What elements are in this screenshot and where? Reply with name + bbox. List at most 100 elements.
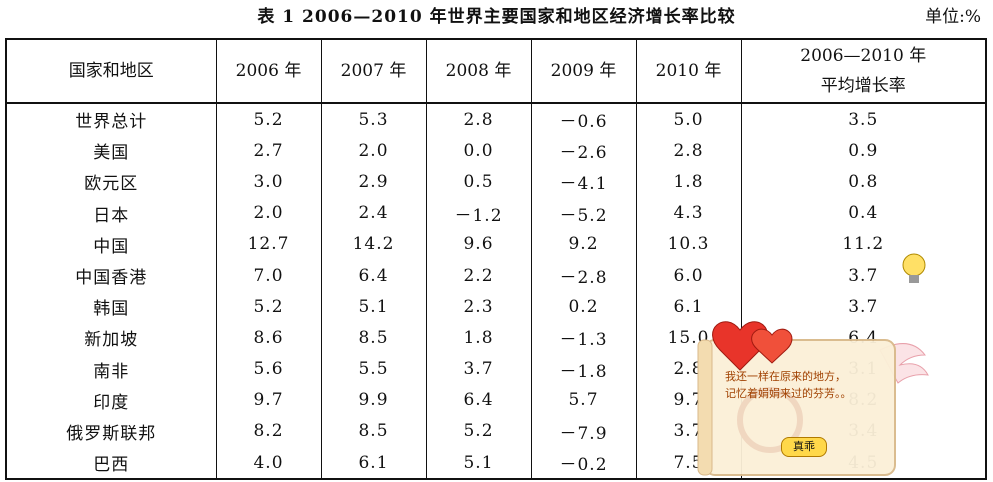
cell: －2.6 <box>530 135 636 167</box>
row-label: 印度 <box>5 384 216 416</box>
cell: 2.0 <box>215 197 321 229</box>
cell: 2.7 <box>215 135 321 167</box>
table-title: 表 1 2006—2010 年世界主要国家和地区经济增长率比较 <box>257 7 736 27</box>
table-row: 中国 12.7 14.2 9.6 9.2 10.3 11.2 <box>5 228 986 260</box>
cell: 5.5 <box>320 353 426 385</box>
cell: 8.6 <box>215 322 321 354</box>
cell: 5.1 <box>425 447 531 480</box>
cell: 2.4 <box>320 197 426 229</box>
cell: 8.5 <box>320 415 426 448</box>
row-label: 韩国 <box>5 291 216 323</box>
cell: －0.2 <box>530 447 636 480</box>
cell: 3.7 <box>740 291 986 323</box>
cell: －1.8 <box>530 353 636 385</box>
column-header: 2006 年 <box>215 39 321 104</box>
cell: 9.6 <box>425 228 531 260</box>
cell: 5.0 <box>635 103 741 136</box>
swirl <box>737 387 803 453</box>
bulb <box>902 253 926 277</box>
cell: －0.6 <box>530 103 636 136</box>
row-label: 南非 <box>5 353 216 385</box>
column-header: 国家和地区 <box>5 39 216 104</box>
cell: 2.8 <box>425 103 531 136</box>
cell: 0.8 <box>740 166 986 198</box>
cell: 6.4 <box>320 259 426 292</box>
cell: －2.8 <box>530 259 636 292</box>
cell: 3.0 <box>215 166 321 198</box>
cell: 2.2 <box>425 259 531 292</box>
bulb-base <box>909 275 919 283</box>
cell: 3.7 <box>740 259 986 292</box>
cell: 12.7 <box>215 228 321 260</box>
popup-button[interactable]: 真乖 <box>781 437 827 457</box>
row-label: 巴西 <box>5 447 216 480</box>
cell: 6.1 <box>635 291 741 323</box>
cell: －1.2 <box>425 197 531 229</box>
row-label: 中国香港 <box>5 259 216 292</box>
column-header: 2010 年 <box>635 39 741 104</box>
cell: 1.8 <box>425 322 531 354</box>
cell: －7.9 <box>530 415 636 448</box>
row-label: 新加坡 <box>5 322 216 354</box>
row-label: 美国 <box>5 135 216 167</box>
cell: 8.2 <box>215 415 321 448</box>
heart <box>751 328 793 364</box>
cell: 3.5 <box>740 103 986 136</box>
cell: 0.9 <box>740 135 986 167</box>
cell: 8.5 <box>320 322 426 354</box>
cell: 9.7 <box>215 384 321 416</box>
cell: 3.7 <box>425 353 531 385</box>
column-header: 2008 年 <box>425 39 531 104</box>
cell: 5.6 <box>215 353 321 385</box>
cell: 4.0 <box>215 447 321 480</box>
column-header: 2006—2010 年 平均增长率 <box>740 39 986 104</box>
popup-message: 我还一样在原来的地方，记忆着娟娟来过的芬芳。。 <box>725 370 852 400</box>
cell: 0.5 <box>425 166 531 198</box>
cell: 5.2 <box>215 103 321 136</box>
cell: 2.0 <box>320 135 426 167</box>
table-row: 世界总计 5.2 5.3 2.8 －0.6 5.0 3.5 <box>5 103 986 136</box>
scroll-roll <box>697 339 713 476</box>
table-row: 韩国 5.2 5.1 2.3 0.2 6.1 3.7 <box>5 291 986 323</box>
cell: 0.2 <box>530 291 636 323</box>
data-table: 国家和地区 2006 年 2007 年 2008 年 2009 年 2010 年 2006—… <box>5 38 987 481</box>
cell: 11.2 <box>740 228 986 260</box>
cell: 6.0 <box>635 259 741 292</box>
cell: 5.7 <box>530 384 636 416</box>
column-header: 2007 年 <box>320 39 426 104</box>
cell: 0.0 <box>425 135 531 167</box>
bulb-icon <box>902 253 926 283</box>
cell: 14.2 <box>320 228 426 260</box>
cell: 5.1 <box>320 291 426 323</box>
row-label: 世界总计 <box>5 103 216 136</box>
cell: 2.8 <box>635 135 741 167</box>
cell: 5.2 <box>215 291 321 323</box>
cell: 0.4 <box>740 197 986 229</box>
table-row: 中国香港 7.0 6.4 2.2 －2.8 6.0 3.7 <box>5 259 986 292</box>
cell: －1.3 <box>530 322 636 354</box>
cell: 6.4 <box>425 384 531 416</box>
cell: 7.0 <box>215 259 321 292</box>
row-label: 中国 <box>5 228 216 260</box>
unit-label: 单位:% <box>925 7 981 27</box>
table-row: 日本 2.0 2.4 －1.2 －5.2 4.3 0.4 <box>5 197 986 229</box>
cell: 5.2 <box>425 415 531 448</box>
cell: 9.9 <box>320 384 426 416</box>
cell: 1.8 <box>635 166 741 198</box>
cell: 2.9 <box>320 166 426 198</box>
cell: 5.3 <box>320 103 426 136</box>
popup-decoration <box>697 321 929 476</box>
cell: 10.3 <box>635 228 741 260</box>
cell: 2.3 <box>425 291 531 323</box>
header-row: 国家和地区 2006 年 2007 年 2008 年 2009 年 2010 年 2006—… <box>5 39 986 104</box>
table-row: 新加坡 8.6 8.5 1.8 －1.3 15.0 6.4 <box>5 322 986 354</box>
table-row: 美国 2.7 2.0 0.0 －2.6 2.8 0.9 <box>5 135 986 167</box>
cell: 4.3 <box>635 197 741 229</box>
cell: －4.1 <box>530 166 636 198</box>
column-header: 2009 年 <box>530 39 636 104</box>
cell: 9.2 <box>530 228 636 260</box>
row-label: 欧元区 <box>5 166 216 198</box>
table-row: 欧元区 3.0 2.9 0.5 －4.1 1.8 0.8 <box>5 166 986 198</box>
